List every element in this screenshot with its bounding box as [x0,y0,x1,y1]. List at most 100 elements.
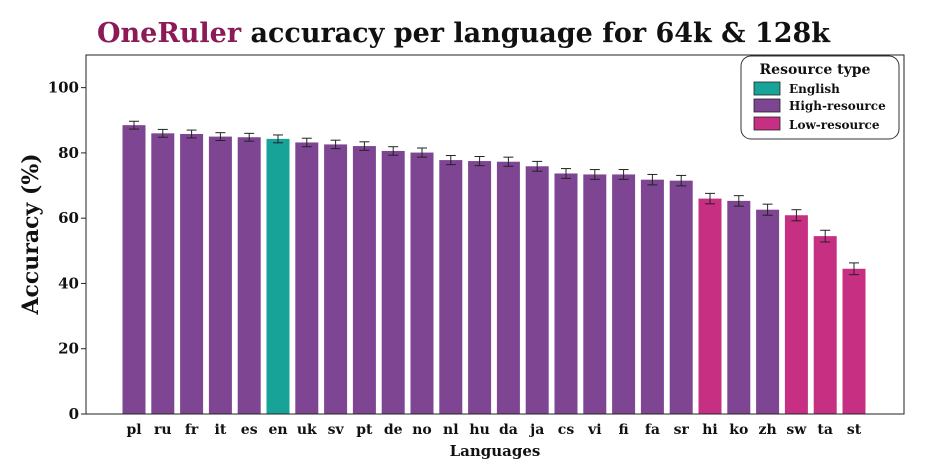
x-axis-label: Languages [450,442,541,460]
bar-nl [439,160,463,414]
error-bar-pl [129,120,139,130]
y-tick-label-100: 100 [48,79,79,97]
legend-title: Resource type [760,62,871,78]
legend-label-low-resource: Low-resource [789,118,880,132]
y-tick-label-20: 20 [58,340,79,358]
bar-ru [151,133,175,414]
bar-vi [583,174,607,414]
legend: Resource type English High-resource Low-… [740,55,900,140]
error-bar-pt [359,141,370,151]
error-bar-sw [791,209,802,222]
error-bar-ta [820,229,831,243]
error-bar-fa [647,173,658,186]
bar-ko [727,200,751,414]
bar-fa [640,179,664,414]
x-tick-label-fi: fi [619,422,629,438]
x-tick-label-uk: uk [297,422,317,438]
plot-area-frame [85,54,905,415]
bar-de [381,150,405,414]
x-tick-label-es: es [241,422,258,438]
x-tick-label-fr: fr [185,422,199,438]
bar-pt [352,146,376,414]
bar-en [266,138,290,414]
error-bar-ja [532,160,543,172]
x-tick-label-da: da [499,422,518,438]
x-tick-label-nl: nl [443,422,459,438]
legend-box [740,55,900,140]
x-tick-label-vi: vi [587,422,601,438]
chart-title-rest: accuracy per language for 64k & 128k [241,18,830,49]
bar-ta [813,236,837,414]
error-bar-sv [330,139,341,150]
x-tick-label-it: it [215,422,227,438]
bar-es [237,137,261,415]
legend-swatch-low-resource [753,116,781,131]
x-tick-label-sw: sw [786,422,807,438]
error-bar-st [849,262,859,276]
error-bar-da [503,156,514,167]
error-bar-es [244,132,255,142]
chart-title: OneRuler accuracy per language for 64k &… [0,18,927,49]
legend-swatch-high-resource [753,98,781,113]
y-tick-label-80: 80 [58,144,79,162]
bar-no [410,152,434,414]
error-bar-cs [561,168,571,179]
bar-fi [612,174,636,414]
error-bar-ru [157,128,168,138]
x-tick-label-ja: ja [528,422,544,438]
bar-st [842,268,866,414]
x-tick-label-hi: hi [702,422,718,438]
y-tick-label-40: 40 [58,274,79,292]
error-bar-vi [589,169,600,180]
x-tick-label-de: de [384,422,403,438]
bar-hi [698,198,722,414]
error-bar-hu [474,155,485,167]
error-bar-no [417,147,427,158]
bars-group [122,125,866,415]
x-tick-label-ko: ko [729,422,748,438]
bar-sr [669,180,693,414]
error-bar-nl [445,155,456,166]
bar-cs [554,173,578,414]
bar-fr [180,133,204,415]
x-tick-label-zh: zh [759,422,777,438]
x-tick-label-ru: ru [154,422,172,438]
x-tick-label-no: no [412,422,432,438]
x-tick-label-st: st [847,422,862,438]
x-tick-label-sv: sv [328,422,345,438]
bar-it [208,136,232,414]
y-tick-label-0: 0 [69,405,79,423]
bar-ja [525,166,549,414]
error-bar-de [388,146,399,156]
bar-sv [324,144,348,415]
error-bar-zh [762,203,773,216]
legend-swatch-english [753,81,781,96]
error-bar-sr [676,174,687,187]
bar-da [496,161,520,414]
bar-uk [295,142,319,414]
error-bar-uk [301,137,312,148]
error-bars-group [129,120,859,276]
x-tick-label-pt: pt [356,422,373,438]
error-bar-ko [733,195,744,207]
legend-label-english: English [789,82,840,96]
x-tick-label-sr: sr [674,422,690,438]
x-axis-ticks: pl ru fr it es en uk sv pt de no nl hu da ja cs vi fi fa sr… [126,422,861,438]
error-bar-fr [186,129,197,139]
x-tick-label-hu: hu [469,422,489,438]
error-bar-it [215,132,226,142]
x-tick-label-cs: cs [558,422,575,438]
error-bar-hi [705,192,715,205]
x-tick-label-ta: ta [817,422,833,438]
x-tick-label-fa: fa [645,422,660,438]
y-axis-label: Accuracy (%) [18,153,44,315]
bar-hu [468,161,492,414]
legend-label-high-resource: High-resource [789,99,886,113]
x-tick-label-pl: pl [126,422,141,438]
bar-sw [784,215,808,414]
bar-pl [122,125,146,415]
x-tick-label-en: en [268,422,287,438]
chart-title-highlight: OneRuler [96,18,242,49]
y-tick-label-60: 60 [58,209,79,227]
